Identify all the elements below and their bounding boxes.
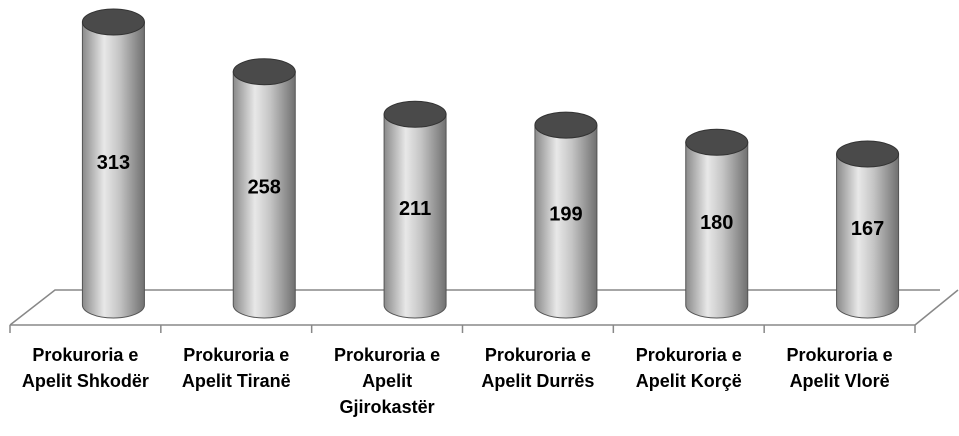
floor-back xyxy=(9,289,940,326)
cylinder-top xyxy=(232,58,296,86)
value-label: 180 xyxy=(700,212,733,234)
floor-side xyxy=(914,289,959,326)
cylinder xyxy=(534,124,598,319)
cylinder-top xyxy=(81,8,145,36)
cylinder xyxy=(836,153,900,319)
cylinder xyxy=(232,71,296,319)
category-label: Prokuroria e Apelit Vlorë xyxy=(786,345,893,391)
category-label: Prokuroria e Apelit Tiranë xyxy=(181,345,291,391)
cylinder xyxy=(81,21,145,319)
category-label: Prokuroria e Apelit Shkodër xyxy=(21,345,149,391)
value-label: 211 xyxy=(399,198,431,220)
value-label: 313 xyxy=(97,152,130,174)
cylinder xyxy=(383,113,447,319)
value-label: 167 xyxy=(851,218,884,240)
cylinder-top xyxy=(685,128,749,156)
category-label: Prokuroria e Apelit Durrës xyxy=(481,345,595,391)
cylinder-top xyxy=(836,140,900,168)
value-label: 199 xyxy=(549,203,582,225)
category-label: Prokuroria e Apelit Gjirokastër xyxy=(334,345,441,417)
cylinder-top xyxy=(534,111,598,139)
cylinder xyxy=(685,141,749,319)
cylinder-top xyxy=(383,100,447,128)
value-label: 258 xyxy=(248,177,281,199)
category-label: Prokuroria e Apelit Korçë xyxy=(635,345,742,391)
